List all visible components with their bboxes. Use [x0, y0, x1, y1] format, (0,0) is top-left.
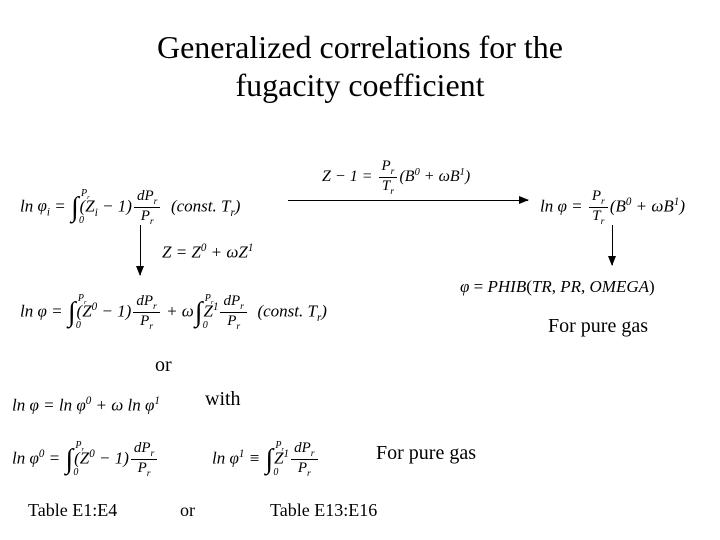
title-line-1: Generalized correlations for the: [157, 29, 563, 65]
eq-lnphi-result: ln φ = PrTr(B0 + ωB1): [540, 188, 685, 227]
eq-lnphi-expanded: ln φ = ∫0Pr(Z0 − 1)dPrPr + ω∫0PrZ1dPrPr …: [20, 293, 327, 332]
label-or-2: or: [180, 500, 195, 521]
eq-z-minus-1: Z − 1 = PrTr(B0 + ωB1): [322, 158, 470, 197]
label-or-1: or: [155, 354, 172, 377]
label-with: with: [205, 388, 241, 411]
label-pure-gas-2: For pure gas: [376, 442, 476, 465]
title-line-2: fugacity coefficient: [235, 67, 484, 103]
eq-lnphi-split: ln φ = ln φ0 + ω ln φ1: [12, 395, 160, 416]
label-pure-gas-1: For pure gas: [548, 315, 648, 338]
arrow-right-down: [612, 225, 613, 265]
label-table-e1e4: Table E1:E4: [28, 500, 117, 521]
eq-phi0: ln φ0 = ∫0Pr(Z0 − 1)dPrPr: [12, 440, 159, 479]
slide-title: Generalized correlations for the fugacit…: [0, 0, 720, 105]
eq-lnphi-start: ln φi = ∫0Pr(Zi − 1)dPrPr (const. Tr): [20, 188, 240, 227]
eq-phi1: ln φ1 ≡ ∫0PrZ1dPrPr: [212, 440, 320, 479]
arrow-left-down: [140, 225, 141, 275]
eq-z-decomp: Z = Z0 + ωZ1: [162, 242, 253, 263]
arrow-to-right-result: [288, 200, 528, 201]
label-table-e13e16: Table E13:E16: [270, 500, 377, 521]
eq-phib: φ = PHIB(TR, PR, OMEGA): [460, 277, 655, 297]
